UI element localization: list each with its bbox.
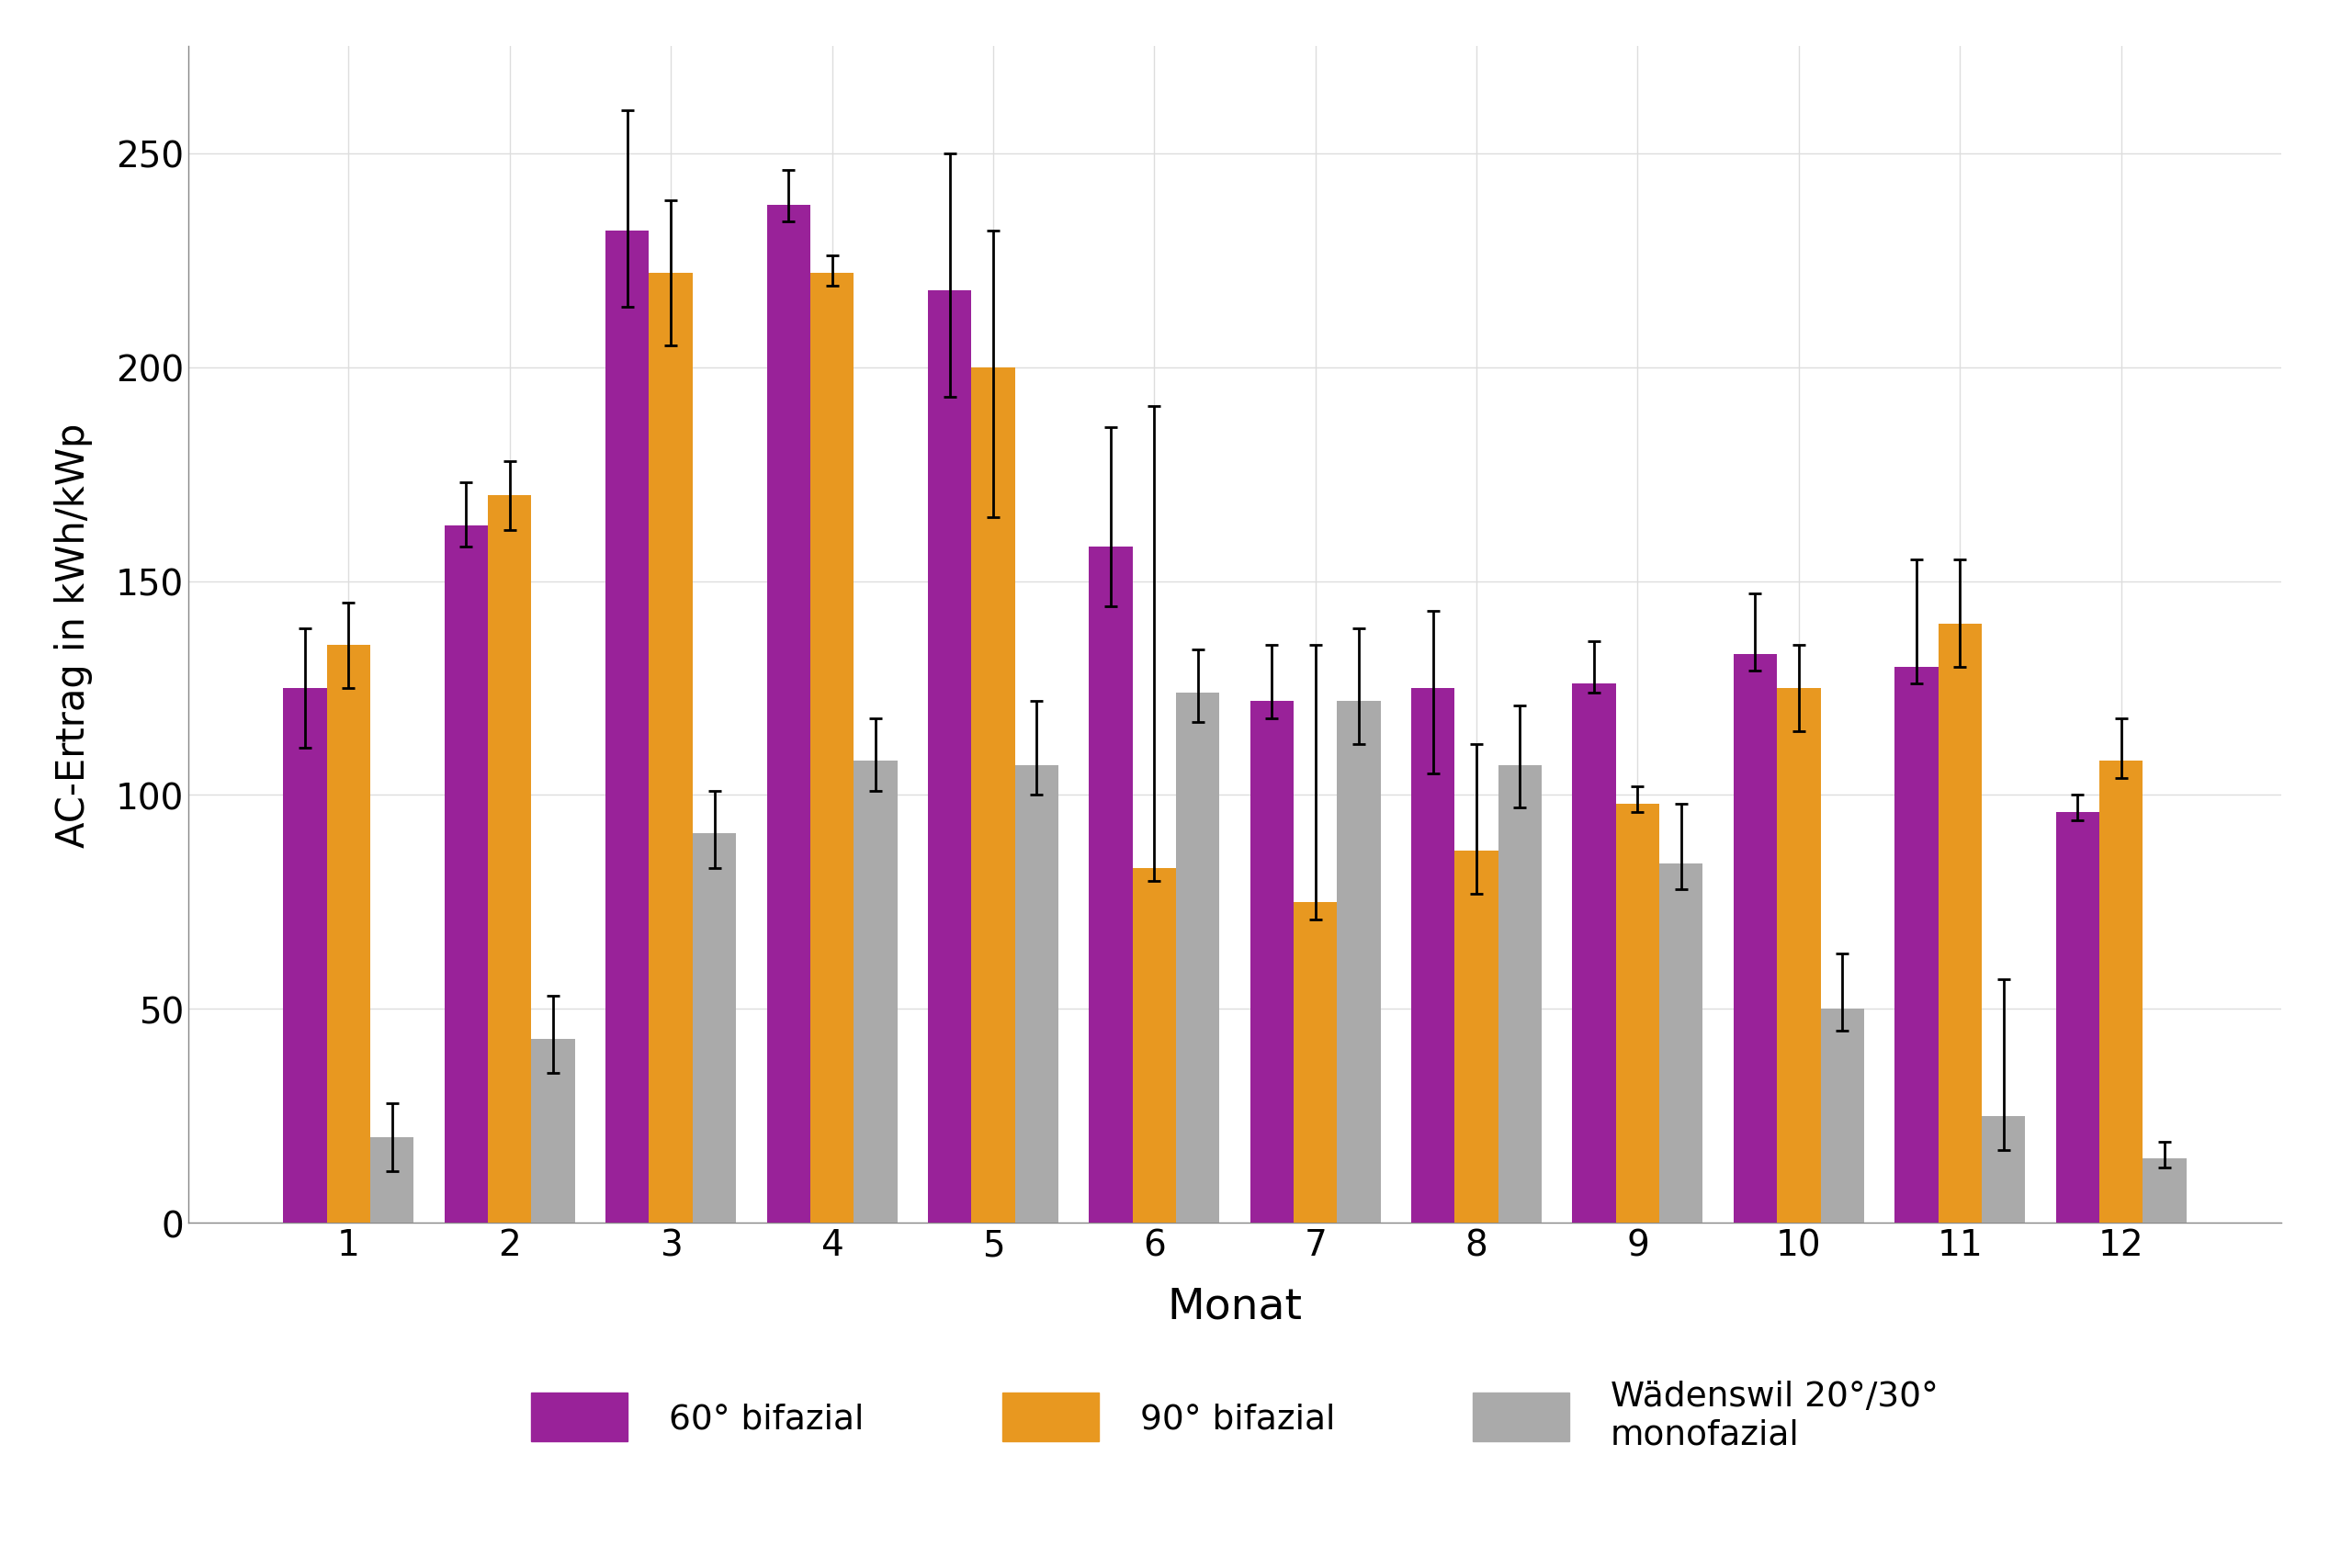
Bar	[927, 290, 971, 1223]
Bar	[1456, 851, 1498, 1223]
Bar	[1616, 804, 1661, 1223]
Bar	[1778, 688, 1820, 1223]
Bar	[1131, 869, 1176, 1223]
Bar	[2100, 760, 2143, 1223]
Bar	[1294, 902, 1338, 1223]
Bar	[971, 368, 1014, 1223]
Bar	[369, 1137, 414, 1223]
X-axis label: Monat: Monat	[1167, 1286, 1303, 1327]
Bar	[1938, 624, 1983, 1223]
Legend: 60° bifazial, 90° bifazial, Wädenswil 20°/30°
monofazial: 60° bifazial, 90° bifazial, Wädenswil 20…	[517, 1366, 1952, 1465]
Bar	[1733, 654, 1778, 1223]
Bar	[445, 525, 487, 1223]
Bar	[1573, 684, 1616, 1223]
Bar	[1498, 765, 1543, 1223]
Bar	[532, 1040, 574, 1223]
Bar	[1896, 666, 1938, 1223]
Bar	[1251, 701, 1294, 1223]
Bar	[1820, 1010, 1865, 1223]
Bar	[1661, 864, 1703, 1223]
Bar	[2056, 812, 2100, 1223]
Bar	[2143, 1159, 2187, 1223]
Bar	[1411, 688, 1456, 1223]
Bar	[327, 646, 369, 1223]
Bar	[854, 760, 896, 1223]
Bar	[1983, 1116, 2025, 1223]
Bar	[1338, 701, 1381, 1223]
Bar	[1089, 547, 1131, 1223]
Bar	[767, 205, 809, 1223]
Bar	[282, 688, 327, 1223]
Bar	[487, 495, 532, 1223]
Bar	[691, 834, 736, 1223]
Bar	[649, 274, 691, 1223]
Bar	[604, 230, 649, 1223]
Y-axis label: AC-Ertrag in kWh/kWp: AC-Ertrag in kWh/kWp	[54, 423, 92, 847]
Bar	[809, 274, 854, 1223]
Bar	[1014, 765, 1058, 1223]
Bar	[1176, 693, 1218, 1223]
